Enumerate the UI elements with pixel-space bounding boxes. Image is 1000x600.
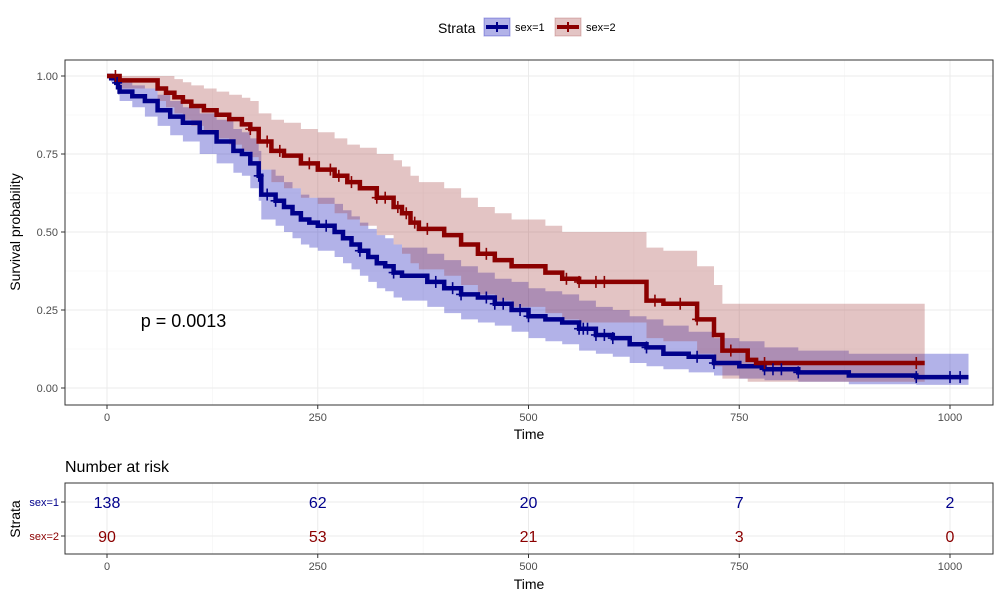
p-value-annotation: p = 0.0013 — [141, 311, 227, 331]
risk-table: Number at risk 138 62 20 7 290 53 21 3 0 sex=1se… — [7, 459, 994, 592]
risk-x-axis: 0 250 500 750 1000 — [104, 554, 962, 573]
y-tick-label: 0.25 — [37, 305, 58, 317]
confidence-bands — [107, 76, 969, 385]
risk-cell-sex1: 20 — [520, 495, 538, 512]
risk-y-axis-title: Strata — [7, 500, 23, 538]
censor-marks — [110, 70, 966, 384]
survival-plot: 0.00 0.25 0.50 0.75 1.00 0 250 500 750 1000 Time… — [7, 59, 994, 442]
risk-cell-sex1: 138 — [94, 495, 121, 512]
y-tick-label: 0.00 — [37, 383, 58, 395]
x-axis-title: Time — [514, 426, 545, 442]
risk-x-tick-label: 500 — [519, 561, 537, 573]
x-tick-label: 1000 — [938, 412, 962, 424]
risk-cell-sex2: 90 — [98, 529, 116, 546]
risk-x-axis-title: Time — [514, 576, 545, 592]
x-tick-label: 750 — [730, 412, 748, 424]
legend-title: Strata — [438, 20, 476, 36]
risk-cell-sex2: 53 — [309, 529, 327, 546]
legend-label-sex2: sex=2 — [586, 22, 616, 34]
risk-gridlines — [65, 483, 993, 554]
legend-label-sex1: sex=1 — [515, 22, 545, 34]
risk-cell-sex2: 21 — [520, 529, 538, 546]
y-tick-label: 1.00 — [37, 71, 58, 83]
risk-cell-sex1: 7 — [735, 495, 744, 512]
y-tick-label: 0.75 — [37, 149, 58, 161]
risk-values: 138 62 20 7 2 90 53 21 3 0 — [94, 495, 955, 546]
risk-row-labels: sex=1 sex=2 — [29, 497, 65, 543]
risk-cell-sex1: 2 — [946, 495, 955, 512]
risk-row-label-sex1: sex=1 — [29, 497, 59, 509]
risk-x-tick-label: 750 — [730, 561, 748, 573]
legend-item-sex2: sex=2 — [554, 17, 616, 37]
risk-cell-sex2: 3 — [735, 529, 744, 546]
y-axis-title: Survival probability — [7, 173, 23, 291]
legend-item-sex1: sex=1 — [483, 17, 545, 37]
risk-row-label-sex2: sex=2 — [29, 531, 59, 543]
risk-table-title: Number at risk — [65, 459, 170, 476]
risk-x-tick-label: 250 — [309, 561, 327, 573]
y-tick-label: 0.50 — [37, 227, 58, 239]
ci-band-sex1 — [107, 76, 969, 385]
ci-band-sex2 — [107, 76, 925, 382]
x-tick-label: 0 — [104, 412, 110, 424]
risk-cell-sex2: 0 — [946, 529, 955, 546]
risk-x-tick-label: 0 — [104, 561, 110, 573]
risk-x-tick-label: 1000 — [938, 561, 962, 573]
y-axis: 0.00 0.25 0.50 0.75 1.00 — [37, 71, 65, 395]
legend: Strata sex=1 sex=2 — [438, 17, 616, 37]
x-tick-label: 250 — [309, 412, 327, 424]
x-axis: 0 250 500 750 1000 — [104, 405, 962, 424]
risk-cell-sex1: 62 — [309, 495, 327, 512]
x-tick-label: 500 — [519, 412, 537, 424]
